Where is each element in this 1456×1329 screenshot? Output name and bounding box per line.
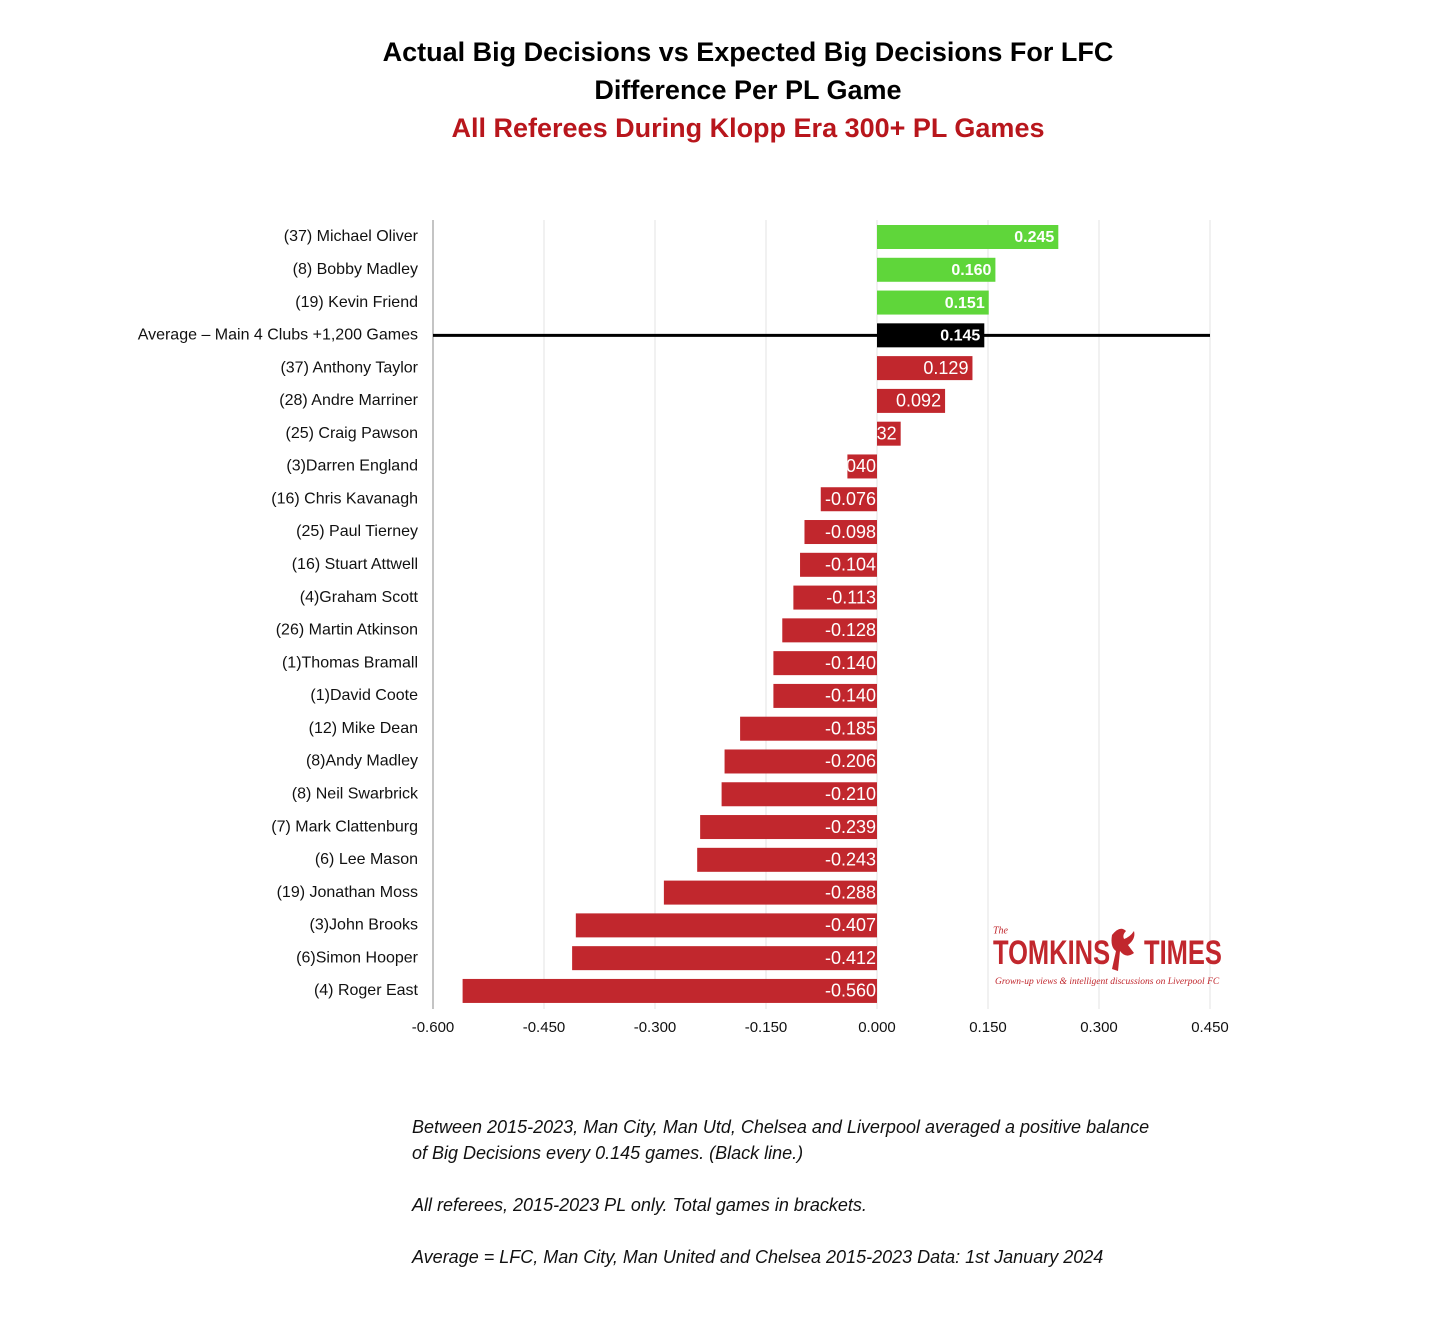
- bar: [877, 323, 985, 348]
- value-label: 0.145: [940, 328, 980, 345]
- x-tick-label: -0.600: [412, 1019, 455, 1036]
- bar: [847, 454, 877, 479]
- bar: [800, 552, 877, 577]
- value-label: -0.560: [825, 981, 876, 1001]
- bar: [773, 683, 877, 708]
- watermark-name: TOMKINS: [993, 935, 1110, 973]
- bar: [663, 880, 877, 905]
- note: Average = LFC, Man City, Man United and …: [412, 1247, 1104, 1267]
- bar: [575, 913, 877, 938]
- x-tick-label: -0.150: [745, 1019, 788, 1036]
- y-tick-label: (25) Paul Tierney: [296, 523, 418, 540]
- value-label: 0.245: [1014, 229, 1054, 246]
- y-tick-label: (4)Graham Scott: [300, 589, 419, 606]
- y-tick-label: (19) Jonathan Moss: [277, 884, 418, 901]
- bar: [773, 651, 877, 676]
- y-tick-label: (3)Darren England: [286, 458, 418, 475]
- bar: [721, 782, 877, 807]
- y-tick-label: (6) Lee Mason: [315, 851, 418, 868]
- bar: [877, 257, 996, 282]
- y-tick-label: (37) Michael Oliver: [284, 228, 419, 245]
- y-tick-label: (28) Andre Marriner: [279, 392, 418, 409]
- y-tick-label: (19) Kevin Friend: [295, 294, 418, 311]
- y-tick-label: (8)Andy Madley: [306, 753, 418, 770]
- bar: [877, 421, 901, 446]
- value-label: 0.092: [896, 391, 941, 411]
- notes: Between 2015-2023, Man City, Man Utd, Ch…: [412, 1114, 1152, 1296]
- value-label: -0.140: [825, 686, 876, 706]
- watermark-bird: [1111, 928, 1135, 971]
- chart: Actual Big Decisions vs Expected Big Dec…: [138, 37, 1229, 1036]
- bar: [877, 388, 946, 413]
- y-tick-label: (1)Thomas Bramall: [282, 654, 418, 671]
- bar: [782, 618, 877, 643]
- value-label: -0.140: [825, 653, 876, 673]
- x-tick-label: -0.300: [634, 1019, 677, 1036]
- value-label: 0.151: [945, 295, 985, 312]
- value-label: -0.239: [825, 817, 876, 837]
- note: All referees, 2015-2023 PL only. Total g…: [412, 1195, 867, 1215]
- y-tick-label: (16) Chris Kavanagh: [271, 490, 418, 507]
- value-label: -0.206: [825, 751, 876, 771]
- value-label: -0.098: [825, 522, 876, 542]
- value-label: -0.113: [826, 587, 876, 607]
- y-tick-label: (16) Stuart Attwell: [292, 556, 418, 573]
- value-label: 0.160: [951, 262, 991, 279]
- bar: [700, 815, 877, 840]
- y-tick-label: (6)Simon Hooper: [296, 949, 419, 966]
- bar: [877, 225, 1059, 249]
- y-tick-label: (8) Bobby Madley: [293, 261, 418, 278]
- x-tick-label: 0.150: [969, 1019, 1007, 1036]
- value-label: -0.104: [825, 555, 876, 575]
- value-label: -0.407: [825, 915, 876, 935]
- bar: [462, 978, 877, 1003]
- y-tick-label: (7) Mark Clattenburg: [271, 818, 418, 835]
- chart-subtitle: All Referees During Klopp Era 300+ PL Ga…: [452, 113, 1045, 143]
- value-label: -0.076: [825, 489, 876, 509]
- chart-title: Actual Big Decisions vs Expected Big Dec…: [383, 37, 1114, 67]
- x-tick-label: -0.450: [523, 1019, 566, 1036]
- value-label: 0.129: [923, 358, 968, 378]
- watermark-prefix: The: [993, 925, 1009, 936]
- chart-title: Difference Per PL Game: [594, 75, 901, 105]
- x-tick-label: 0.000: [858, 1019, 896, 1036]
- y-tick-label: (25) Craig Pawson: [286, 425, 419, 442]
- value-label: -0.040: [825, 456, 876, 476]
- bar: [572, 946, 877, 971]
- bar: [820, 487, 877, 512]
- y-tick-label: (8) Neil Swarbrick: [292, 785, 419, 802]
- y-tick-label: (12) Mike Dean: [309, 720, 418, 737]
- x-tick-label: 0.450: [1191, 1019, 1229, 1036]
- bar: [804, 520, 877, 545]
- y-tick-label: (4) Roger East: [314, 982, 419, 999]
- x-tick-label: 0.300: [1080, 1019, 1118, 1036]
- y-tick-label: (1)David Coote: [310, 687, 418, 704]
- value-label: -0.412: [825, 948, 876, 968]
- watermark-name: TIMES: [1144, 935, 1222, 973]
- value-label: 0.032: [852, 423, 897, 443]
- watermark-tagline: Grown-up views & intelligent discussions…: [995, 977, 1220, 987]
- y-tick-label: (37) Anthony Taylor: [280, 359, 418, 376]
- value-label: -0.288: [825, 882, 876, 902]
- value-label: -0.128: [825, 620, 876, 640]
- note: Between 2015-2023, Man City, Man Utd, Ch…: [412, 1117, 1150, 1163]
- value-label: -0.243: [825, 850, 876, 870]
- bar: [793, 585, 877, 610]
- y-tick-label: (3)John Brooks: [310, 917, 419, 934]
- bar: [740, 716, 877, 741]
- bar: [697, 847, 877, 872]
- y-tick-label: Average – Main 4 Clubs +1,200 Games: [138, 327, 418, 344]
- value-label: -0.210: [825, 784, 876, 804]
- value-label: -0.185: [825, 718, 876, 738]
- y-tick-label: (26) Martin Atkinson: [276, 622, 418, 639]
- bar: [877, 290, 989, 315]
- bar: [877, 356, 973, 381]
- bar: [724, 749, 877, 774]
